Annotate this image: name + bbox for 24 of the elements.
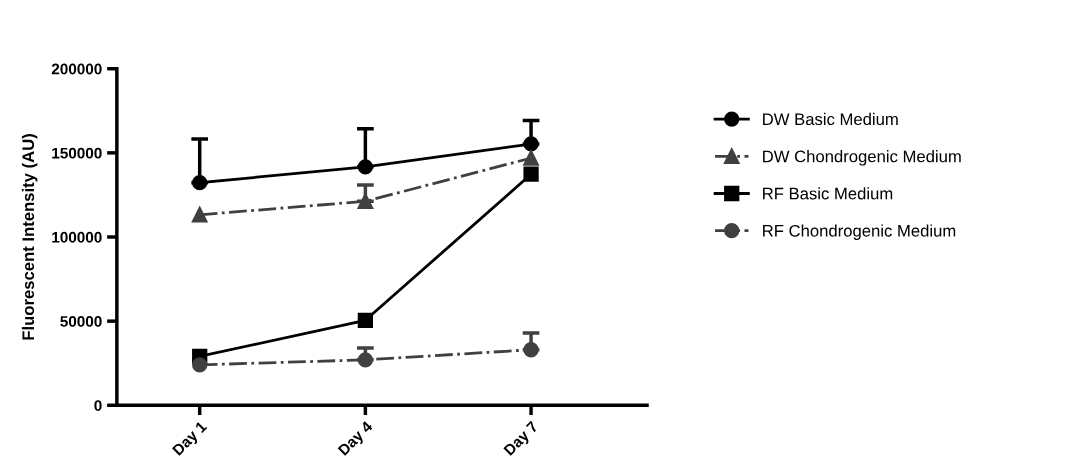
legend-label: RF Chondrogenic Medium [763,224,956,240]
point [357,193,374,209]
point [357,159,374,175]
y-tick-label: 0 [94,400,102,411]
point [523,342,539,358]
y-tick-label: 100000 [52,231,102,243]
legend-label: DW Chondrogenic Medium [763,150,961,166]
x-tick-label: Day 7 [503,420,541,459]
point [192,357,208,373]
x-tick-label: Day 4 [337,420,376,459]
point [523,150,539,166]
legend-label: DW Basic Medium [763,112,898,126]
x-tick-label: Day 1 [171,420,210,459]
y-tick-label: 150000 [52,147,102,159]
point [523,136,539,152]
legend-label: RF Basic Medium [763,187,893,200]
point [357,352,374,368]
point [523,166,539,182]
point [357,312,374,328]
y-axis-title: Fluorescent Intensity (AU) [21,134,38,340]
point [192,207,208,223]
y-tick-label: 200000 [51,63,102,75]
y-tick-label: 50000 [60,316,102,327]
point [192,175,208,191]
